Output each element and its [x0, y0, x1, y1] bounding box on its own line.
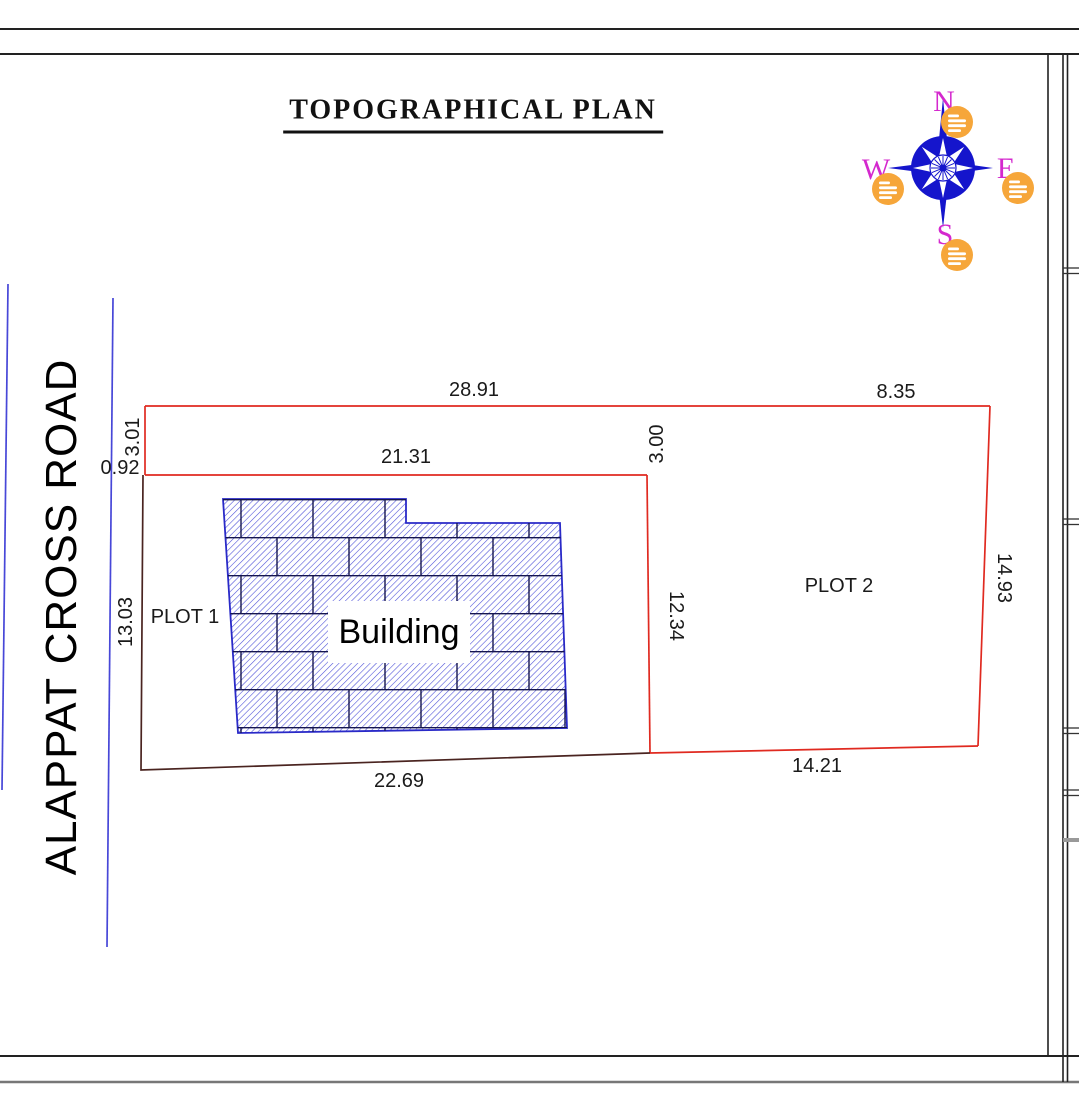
- dim-plot-top: 28.91: [448, 379, 500, 401]
- menu-lines-icon: [872, 173, 904, 205]
- menu-lines-icon: [941, 106, 973, 138]
- menu-lines-icon: [941, 239, 973, 271]
- menu-lines-icon: [1002, 172, 1034, 204]
- road-left-edge: [1, 283, 9, 791]
- sheet-frame-right: [1047, 54, 1069, 1082]
- plot1-left-bottom-boundary: [140, 474, 651, 771]
- building-label: Building: [338, 612, 460, 651]
- sheet-frame-ticks: [1063, 267, 1079, 797]
- dim-plot2-bottom: 14.21: [791, 755, 843, 777]
- compass-hub-center: [939, 164, 947, 172]
- plot-boundaries-red: [144, 405, 991, 754]
- dim-plot1-bottom: 22.69: [373, 770, 425, 792]
- dim-plot1-right: 12.34: [665, 590, 687, 642]
- compass-badges: [872, 106, 1034, 271]
- dim-plot1-top: 21.31: [380, 446, 432, 468]
- dim-plot-top-right: 8.35: [876, 381, 916, 403]
- dim-road-gap: 0.92: [100, 457, 140, 479]
- dim-plot1-left: 13.03: [115, 596, 137, 648]
- dim-plot2-right: 14.93: [993, 552, 1015, 604]
- road-edges: [1, 283, 114, 948]
- sheet-frame: [0, 28, 1079, 1057]
- compass-rose: N W E S: [862, 85, 1034, 271]
- dim-setback-left: 3.01: [122, 417, 144, 457]
- plot1-label: PLOT 1: [150, 606, 220, 628]
- building-label-box: Building: [328, 601, 470, 663]
- road-name-label: ALAPPAT CROSS ROAD: [37, 358, 86, 876]
- plot-divider-boundary: [646, 474, 651, 754]
- road-right-edge: [106, 297, 114, 948]
- plot-boundaries-dark: [140, 474, 651, 771]
- plot2-bottom-boundary: [649, 745, 979, 754]
- page-title: TOPOGRAPHICAL PLAN: [283, 95, 663, 134]
- plot2-label: PLOT 2: [804, 575, 874, 597]
- dim-setback-right: 3.00: [646, 424, 668, 464]
- plot2-right-boundary: [977, 405, 991, 747]
